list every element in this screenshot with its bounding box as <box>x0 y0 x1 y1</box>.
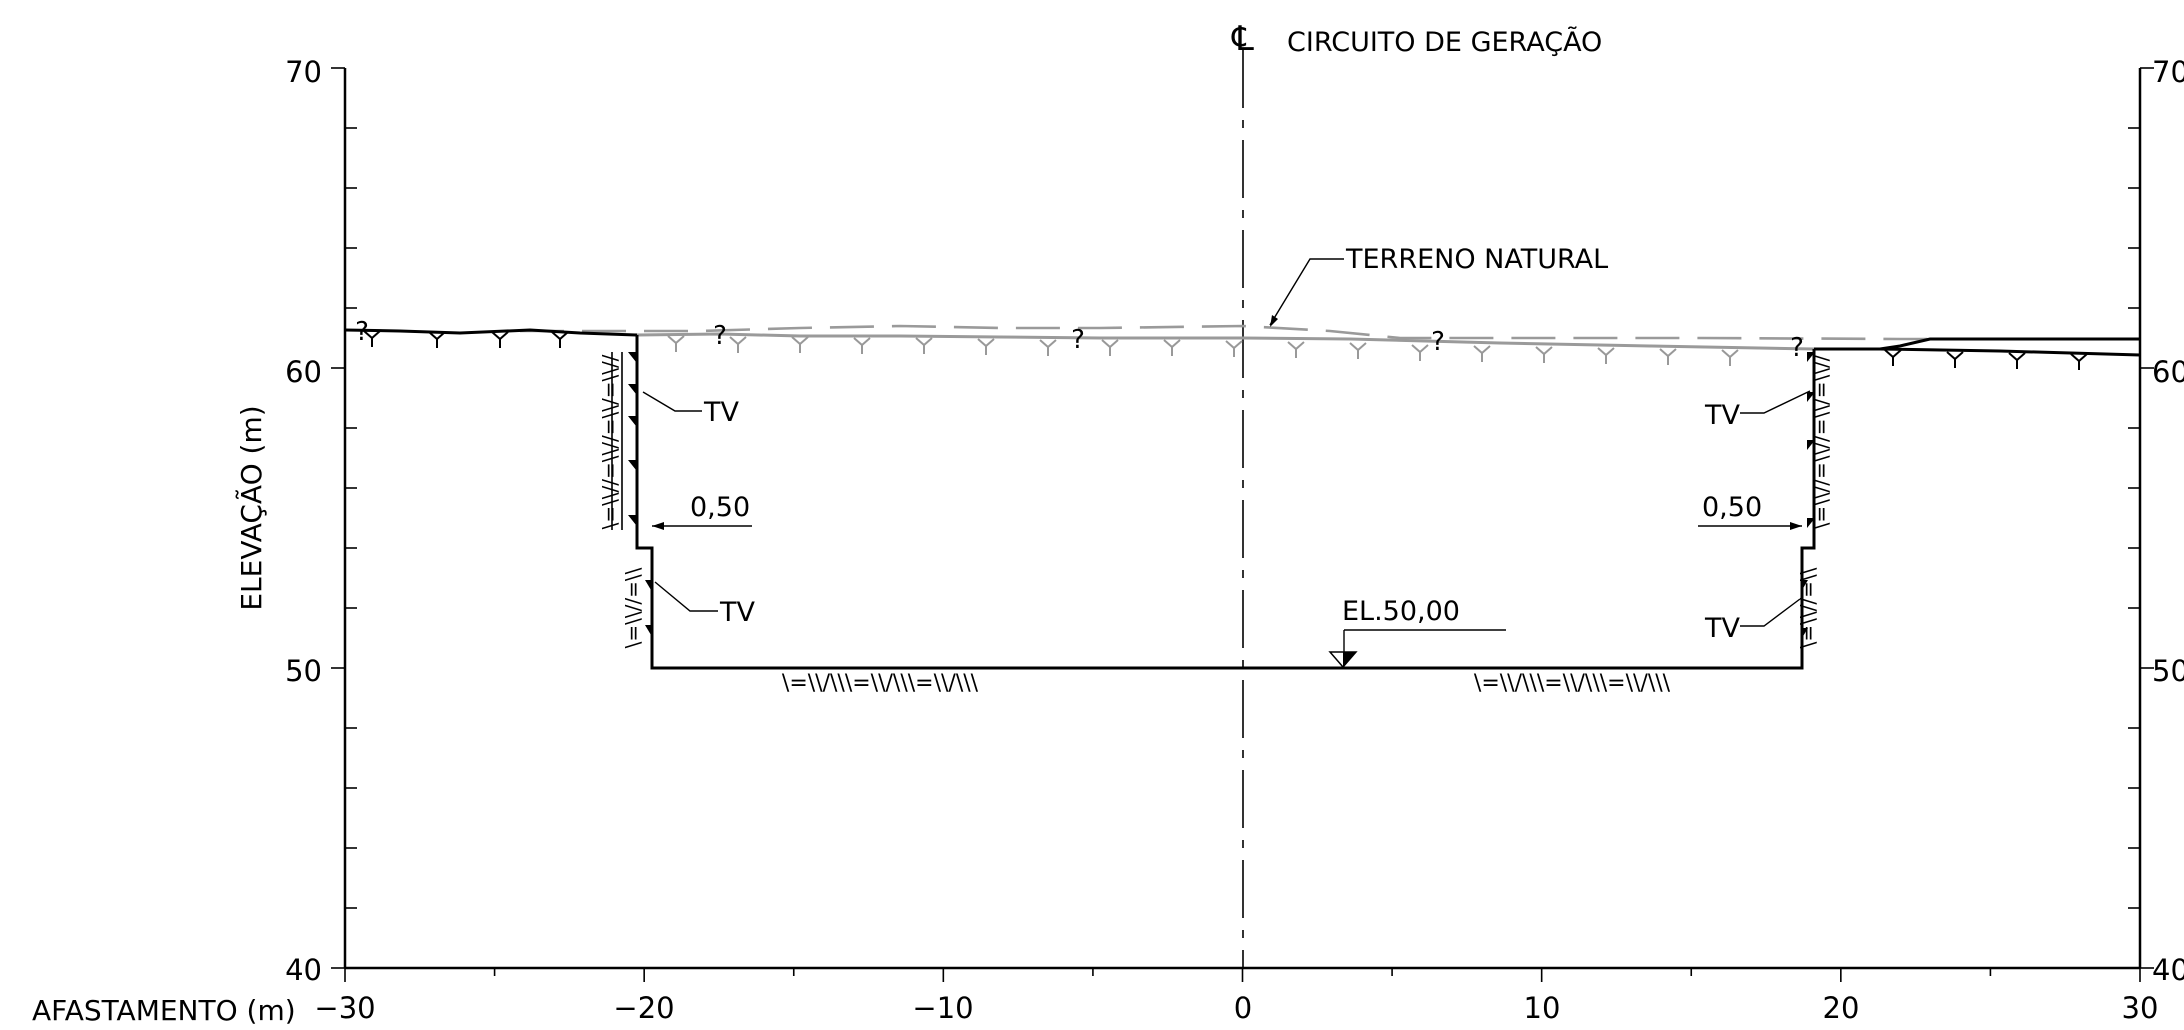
vegetation-mark <box>1349 342 1367 359</box>
berm-dimension-label-left: 0,50 <box>690 492 750 523</box>
vegetation-mark <box>1473 345 1491 362</box>
svg-text:\=\\//=\\: \=\\//=\\ <box>1796 567 1820 648</box>
excavation-profile <box>635 335 1816 670</box>
tv-label-right-upper: TV <box>1704 400 1740 431</box>
berm-dimension-label-right: 0,50 <box>1702 492 1762 523</box>
vegetation-mark <box>1721 349 1739 366</box>
vegetation-mark <box>2008 352 2026 369</box>
ground-right <box>1814 337 2141 357</box>
svg-text:\=\\//=\\: \=\\//=\\ <box>621 567 645 648</box>
question-mark: ? <box>1071 325 1085 355</box>
question-mark: ? <box>1431 327 1445 357</box>
tv-leader-right-lower <box>1740 598 1801 627</box>
wall-hatch-left-lower: \=\\//=\\ <box>621 567 645 648</box>
x-tick-label: −30 <box>314 991 375 1025</box>
tv-leader-right-upper <box>1740 390 1811 414</box>
question-mark: ? <box>355 317 369 347</box>
vegetation-mark <box>2070 353 2088 370</box>
vegetation-mark <box>1535 346 1553 363</box>
x-tick-label: −10 <box>912 991 973 1025</box>
tv-label-left-upper: TV <box>703 397 739 428</box>
x-tick-labels: −30 −20 −10 0 10 20 30 <box>314 991 2158 1025</box>
y-tick-label: 50 <box>2152 654 2184 688</box>
vegetation-mark <box>363 330 381 347</box>
y-tick-label: 50 <box>285 654 322 688</box>
vegetation-mark <box>1411 344 1429 361</box>
x-tick-label: 20 <box>1823 991 1860 1025</box>
tv-label-left-lower: TV <box>719 597 755 628</box>
x-tick-label: −20 <box>613 991 674 1025</box>
ground-marks <box>363 330 2088 370</box>
vegetation-mark <box>1946 351 1964 368</box>
tv-label-right-lower: TV <box>1704 613 1740 644</box>
y-tick-label: 60 <box>2152 355 2184 389</box>
y-tick-label: 60 <box>285 355 322 389</box>
vegetation-mark <box>667 335 685 352</box>
elevation-label: EL.50,00 <box>1342 596 1460 627</box>
vegetation-mark <box>1884 349 1902 366</box>
slope-hatches: \=\\//=\\//=\\/=\\// \=\\//=\\ \=\\//=\\… <box>598 352 1833 696</box>
tv-leader-left-upper <box>642 391 702 412</box>
y-tick-labels-left: 70 60 50 40 <box>285 55 322 987</box>
x-tick-label: 30 <box>2122 991 2159 1025</box>
ground-surface <box>344 328 2141 370</box>
question-mark: ? <box>713 321 727 351</box>
y-tick-label: 40 <box>285 953 322 987</box>
x-tick-label: 10 <box>1524 991 1561 1025</box>
vegetation-mark <box>1101 339 1119 356</box>
vegetation-mark <box>791 336 809 353</box>
vegetation-mark <box>491 331 509 348</box>
berm-dimension-right: 0,50 <box>1698 492 1815 532</box>
berm-dimension-left: 0,50 <box>636 492 752 532</box>
vegetation-mark <box>977 338 995 355</box>
y-tick-labels-right: 70 60 50 40 <box>2152 55 2184 987</box>
hatch-triangles <box>628 352 1815 638</box>
vegetation-mark <box>1597 347 1615 364</box>
tv-labels: TV TV TV TV <box>642 390 1811 644</box>
natural-terrain-label: TERRENO NATURAL <box>1345 244 1608 275</box>
vegetation-mark <box>1659 348 1677 365</box>
y-tick-label: 70 <box>2152 55 2184 89</box>
vegetation-mark <box>915 337 933 354</box>
vegetation-mark <box>1225 340 1243 357</box>
minor-ticks <box>331 67 2154 982</box>
ground-top-excavation <box>636 332 1815 351</box>
question-mark: ? <box>1790 333 1804 363</box>
vegetation-mark <box>428 331 446 348</box>
floor-hatch-left: \=\\/\\\=\\/\\\=\\/\\\ <box>782 671 979 696</box>
vegetation-mark <box>1163 339 1181 356</box>
vegetation-mark <box>1287 341 1305 358</box>
y-tick-label: 70 <box>285 55 322 89</box>
question-marks: ? ? ? ? ? <box>355 317 1804 363</box>
svg-text:\=\\//=\\//=\\/=\\//: \=\\//=\\//=\\/=\\// <box>598 354 622 529</box>
vegetation-mark <box>551 331 569 348</box>
vegetation-mark <box>729 336 747 353</box>
y-axis-title: ELEVAÇÃO (m) <box>235 405 268 610</box>
elevation-marker: EL.50,00 <box>1328 596 1506 669</box>
y-tick-label: 40 <box>2152 953 2184 987</box>
centerline-label: CIRCUITO DE GERAÇÃO <box>1287 26 1602 58</box>
tv-leader-left-lower <box>654 581 718 612</box>
floor-hatch-right: \=\\/\\\=\\/\\\=\\/\\\ <box>1474 671 1671 696</box>
natural-terrain-line <box>520 324 2140 341</box>
ground-left <box>344 328 638 337</box>
wall-hatch-left-upper: \=\\//=\\//=\\/=\\// <box>598 352 623 530</box>
natural-terrain-leader <box>1269 258 1344 326</box>
x-tick-label: 0 <box>1234 991 1252 1025</box>
x-axis-title: AFASTAMENTO (m) <box>32 994 296 1027</box>
wall-hatch-right-lower: \=\\//=\\ <box>1796 567 1820 648</box>
centerline-symbol: ℄ <box>1231 19 1254 59</box>
vegetation-mark <box>1039 339 1057 356</box>
vegetation-mark <box>853 337 871 354</box>
